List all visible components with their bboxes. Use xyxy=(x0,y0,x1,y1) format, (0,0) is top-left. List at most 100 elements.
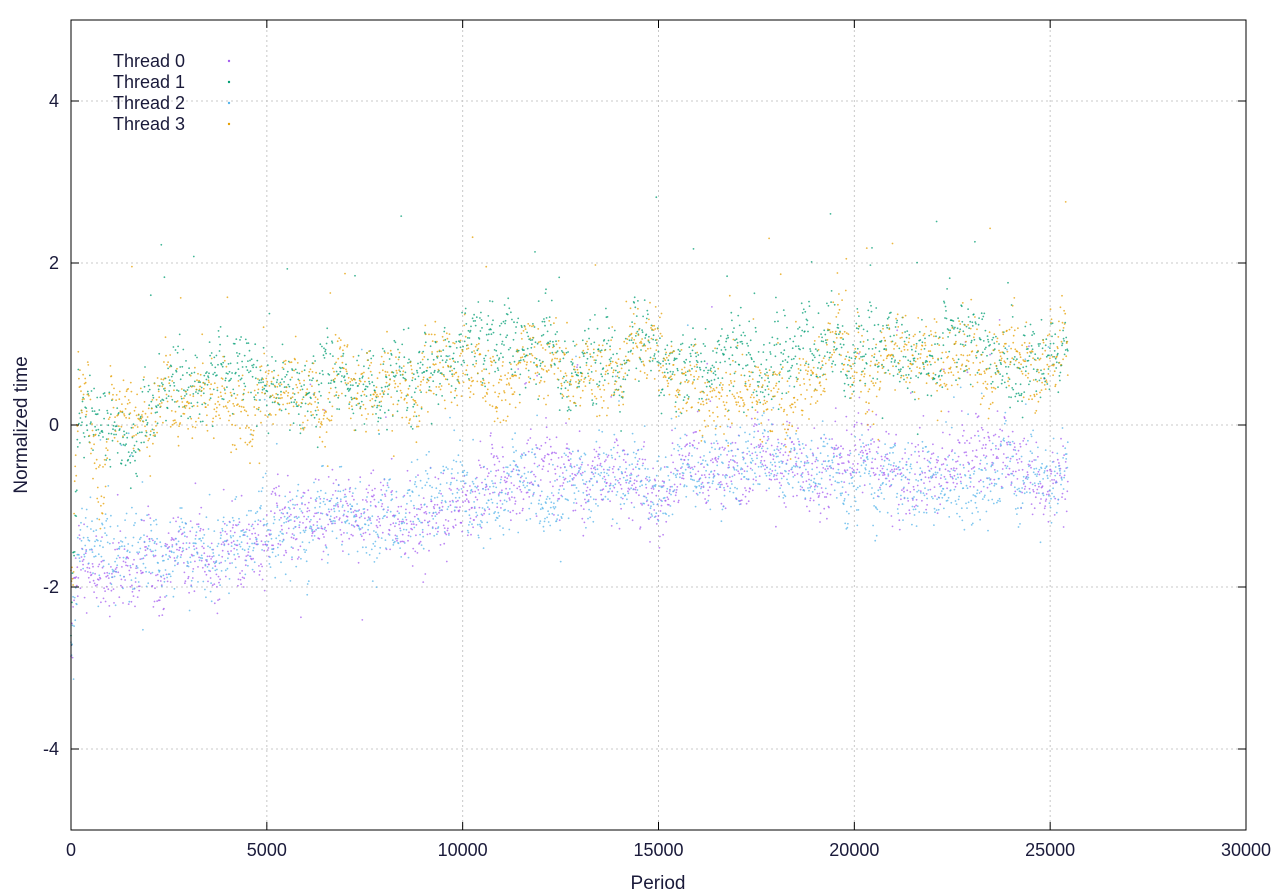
data-point xyxy=(507,297,510,300)
data-point xyxy=(791,364,794,367)
data-point xyxy=(697,354,700,356)
data-point xyxy=(559,392,562,395)
data-point xyxy=(96,413,99,415)
data-point xyxy=(959,473,962,476)
data-point xyxy=(418,542,421,544)
data-point xyxy=(592,402,595,404)
data-point xyxy=(983,437,986,439)
data-point xyxy=(1051,322,1054,325)
data-point xyxy=(874,473,877,476)
data-point xyxy=(290,401,293,404)
data-point xyxy=(492,491,494,494)
data-point xyxy=(547,453,550,456)
data-point xyxy=(318,390,321,393)
data-point xyxy=(672,472,675,475)
data-point xyxy=(105,459,108,461)
data-point xyxy=(417,474,419,476)
data-point xyxy=(496,502,499,505)
data-point xyxy=(420,521,422,524)
data-point xyxy=(390,493,393,496)
data-point xyxy=(569,463,572,465)
data-point xyxy=(787,454,790,457)
data-point xyxy=(514,503,516,505)
data-point xyxy=(660,391,662,394)
data-point xyxy=(93,591,95,593)
data-point xyxy=(529,339,532,341)
data-point xyxy=(757,444,760,446)
data-point xyxy=(136,567,139,569)
data-point xyxy=(402,540,405,543)
data-point xyxy=(308,509,311,512)
data-point xyxy=(575,404,577,407)
data-point xyxy=(74,619,77,622)
data-point xyxy=(1014,383,1017,385)
data-point xyxy=(174,349,177,351)
data-point xyxy=(510,368,513,371)
data-point xyxy=(959,480,962,483)
data-point xyxy=(548,497,551,500)
data-point xyxy=(1051,451,1054,454)
data-point xyxy=(768,342,771,344)
data-point xyxy=(626,474,628,477)
data-point xyxy=(615,494,618,496)
data-point xyxy=(311,532,314,535)
data-point xyxy=(792,340,795,343)
data-point xyxy=(422,350,425,353)
data-point xyxy=(765,450,767,453)
data-point xyxy=(1019,383,1022,386)
data-point xyxy=(477,301,480,303)
data-point xyxy=(439,489,441,492)
data-point xyxy=(227,550,229,553)
data-point xyxy=(107,432,110,435)
data-point xyxy=(174,559,177,562)
data-point xyxy=(502,455,504,458)
data-point xyxy=(445,359,448,361)
data-point xyxy=(487,488,490,491)
data-point xyxy=(502,320,505,323)
data-point xyxy=(85,549,88,551)
data-point xyxy=(938,483,941,485)
data-point xyxy=(616,522,618,525)
data-point xyxy=(165,397,168,400)
data-point xyxy=(930,467,933,470)
data-point xyxy=(187,386,190,389)
data-point xyxy=(826,302,828,305)
data-point xyxy=(913,505,916,508)
data-point xyxy=(466,529,469,532)
data-point xyxy=(882,365,885,368)
data-point xyxy=(693,379,695,381)
data-point xyxy=(243,382,246,385)
data-point xyxy=(391,490,394,492)
data-point xyxy=(148,540,151,543)
data-point xyxy=(1038,379,1041,382)
data-point xyxy=(284,549,287,552)
data-point xyxy=(647,504,650,507)
data-point xyxy=(512,509,514,512)
data-point xyxy=(1003,381,1006,384)
data-point xyxy=(929,488,932,491)
data-point xyxy=(360,515,363,518)
data-point xyxy=(348,522,351,525)
data-point xyxy=(629,474,631,477)
data-point xyxy=(396,537,399,540)
data-point xyxy=(632,451,635,454)
data-point xyxy=(735,338,738,341)
data-point xyxy=(107,588,110,591)
data-point xyxy=(291,498,294,501)
data-point xyxy=(295,565,298,568)
data-point xyxy=(417,362,419,365)
data-point xyxy=(824,339,827,342)
data-point xyxy=(925,508,927,511)
data-point xyxy=(322,533,324,536)
data-point xyxy=(645,486,648,489)
data-point xyxy=(517,531,520,534)
data-point xyxy=(250,558,253,561)
data-point xyxy=(200,506,203,509)
data-point xyxy=(811,352,814,355)
data-point xyxy=(692,248,695,250)
data-point xyxy=(1053,514,1056,516)
data-point xyxy=(816,350,819,352)
data-point xyxy=(828,506,830,509)
data-point xyxy=(269,556,271,558)
data-point xyxy=(534,251,536,253)
